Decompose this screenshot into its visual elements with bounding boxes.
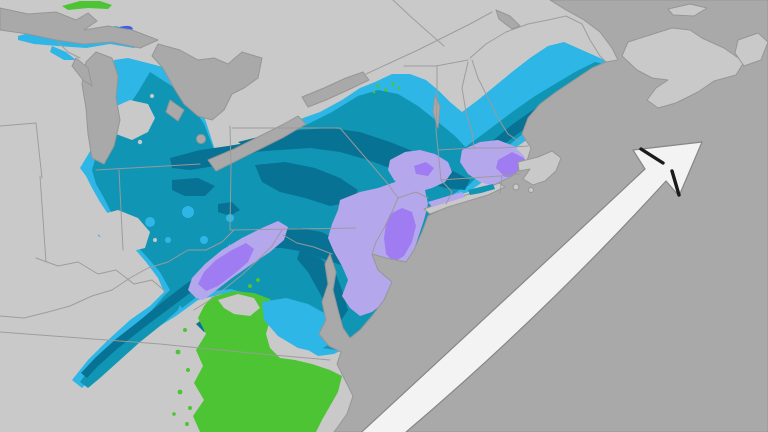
border-ohio-river (0, 229, 235, 319)
state-borders (0, 0, 607, 361)
lake-st-clair (196, 134, 206, 144)
heavy-snow-ohio-blob-1 (172, 178, 215, 196)
rain-areas (62, 1, 401, 432)
border-ma-north (437, 145, 529, 151)
border-oh-pa (229, 125, 232, 231)
border-vt-nh (461, 61, 475, 149)
border-ct-ny (440, 179, 453, 205)
border-ky-va (35, 257, 167, 293)
light-snow-overlay-areas (145, 206, 336, 352)
long-island-precip (428, 184, 495, 207)
arrow-accent-lower (670, 169, 681, 197)
storm-track-arrow-accents (639, 147, 681, 197)
lake-ontario (301, 71, 370, 108)
ice-catskill-spot (414, 162, 434, 176)
light-snow-speck (200, 236, 208, 244)
border-wv-va (193, 229, 283, 311)
heavy-snow-central-pennsylvania (255, 162, 358, 206)
border-in-oh (118, 169, 124, 251)
ice-westvirginia-core (198, 243, 254, 291)
dry-hole-virginia-gap (218, 294, 260, 316)
atlantic-ocean (318, 0, 768, 432)
border-oh-mi (95, 163, 201, 171)
border-ma-south (439, 173, 521, 181)
rain-speck (384, 88, 388, 92)
dry-hole-mid-michigan (108, 100, 155, 140)
heavy-snow-ohio-blob-2 (218, 202, 240, 216)
rain-speck (397, 86, 401, 90)
green-bay (71, 57, 93, 87)
nantucket (528, 187, 534, 193)
rain-speck (248, 284, 252, 288)
arrow-accent-upper (639, 147, 665, 165)
dry-speck (153, 238, 157, 242)
rain-speck (183, 328, 187, 332)
rain-ontario-strip (62, 1, 112, 10)
rain-speck (391, 82, 395, 86)
dry-hole-west-ohio (96, 210, 150, 252)
border-ct-ri (499, 175, 503, 195)
lake-huron (151, 43, 263, 121)
saginaw-bay (165, 99, 185, 122)
precipitation-layer (18, 1, 621, 432)
rain-speck (186, 368, 190, 372)
rain-speck (188, 406, 192, 410)
rain-virginia-blob (193, 291, 342, 432)
border-ny-ma (437, 149, 442, 181)
border-potomac (282, 234, 333, 255)
nova-scotia (621, 27, 745, 109)
storm-track-arrow (360, 141, 703, 432)
arrow-shape (360, 141, 703, 432)
cape-cod (517, 150, 562, 186)
light-snow-speck (182, 206, 194, 218)
ice-newjersey-core (384, 208, 416, 262)
border-nj-ny (397, 191, 429, 199)
rain-speck (185, 422, 189, 426)
marthas-vineyard (512, 183, 520, 191)
dry-speck (118, 254, 122, 258)
cape-breton (734, 32, 768, 67)
light-snow-speck (145, 217, 155, 227)
light-snow-speck (165, 237, 171, 243)
rain-speck (177, 389, 183, 395)
prince-edward-island (667, 3, 708, 17)
border-maine-nh (471, 59, 521, 143)
storm-track-arrow-body (360, 141, 703, 432)
rain-speck (376, 84, 380, 88)
lake-erie (207, 115, 307, 172)
rain-speck (372, 90, 376, 94)
light-snow-richmond-patch (262, 298, 336, 352)
border-maine-west (469, 15, 607, 63)
rain-speck (172, 412, 176, 416)
rain-speck (256, 278, 260, 282)
border-mason-dixon (229, 227, 357, 231)
quebec-lake (495, 9, 521, 30)
border-va-nc (0, 331, 331, 361)
border-ny-pa (231, 127, 399, 255)
border-wi-il (0, 122, 43, 179)
border-st-lawrence (365, 11, 493, 75)
dry-land-holes (96, 94, 260, 316)
coastal-islands (423, 3, 768, 215)
border-wi-mi (57, 41, 81, 59)
rain-speck (175, 349, 181, 355)
snow-long-island-stripe (468, 184, 495, 195)
dry-speck (137, 139, 143, 145)
border-us-canada (403, 59, 469, 67)
lake-superior (0, 7, 159, 49)
border-ny-vt (435, 65, 439, 151)
ice-areas (198, 152, 528, 291)
mix-long-island-stripe (428, 192, 465, 207)
dry-speck (150, 94, 154, 98)
lake-michigan (81, 51, 121, 165)
border-il-in (39, 175, 47, 263)
border-ottawa-river (392, 0, 445, 47)
light-snow-wisconsin-finger (50, 46, 76, 60)
